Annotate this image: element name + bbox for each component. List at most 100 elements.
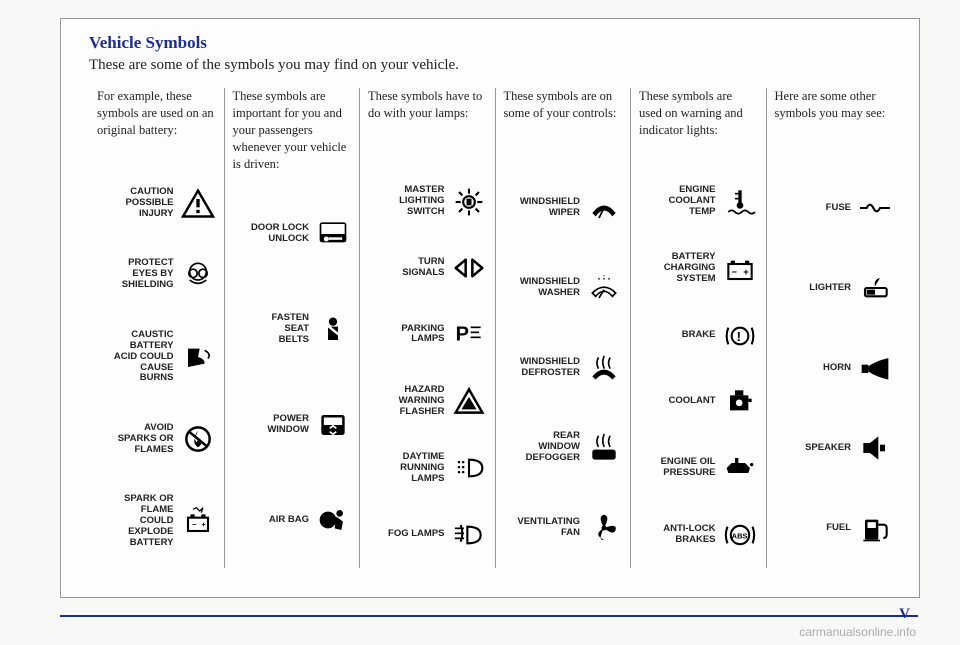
brake-icon: !: [722, 320, 758, 352]
airbag-icon: [315, 504, 351, 536]
watermark: carmanualsonline.info: [799, 625, 916, 639]
washer-icon: [586, 272, 622, 304]
coolanttemp-icon: [722, 186, 758, 218]
symbol-item: CAUTION POSSIBLE INJURY: [97, 187, 216, 220]
columns-container: For example, these symbols are used on a…: [89, 88, 901, 568]
symbol-item: MASTER LIGHTING SWITCH: [368, 185, 487, 218]
lighter-icon: [857, 272, 893, 304]
symbol-label: AIR BAG: [269, 515, 309, 526]
symbol-label: WINDSHIELD WIPER: [520, 197, 580, 219]
defrostfront-icon: [586, 352, 622, 384]
symbol-item: FUSE: [775, 192, 894, 224]
symbol-item: TURN SIGNALS: [368, 252, 487, 284]
symbol-item: AVOID SPARKS OR FLAMES: [97, 423, 216, 456]
coolant-icon: [722, 386, 758, 418]
symbol-item: COOLANT: [639, 386, 758, 418]
symbol-label: FUEL: [826, 523, 851, 534]
svg-text:−: −: [192, 520, 197, 529]
column-heading: Here are some other symbols you may see:: [775, 88, 894, 154]
column-items: FUSE LIGHTER HORN SPEAKER FUEL: [775, 168, 894, 568]
symbol-item: VENTILATING FAN: [504, 512, 623, 544]
speaker-icon: [857, 432, 893, 464]
powerwindow-icon: [315, 409, 351, 441]
abs-icon: ABS: [722, 519, 758, 551]
column: These symbols are important for you and …: [225, 88, 361, 568]
symbol-item: ENGINE OIL PRESSURE: [639, 452, 758, 484]
column-heading: These symbols are on some of your contro…: [504, 88, 623, 154]
symbol-label: SPEAKER: [805, 443, 851, 454]
fan-icon: [586, 512, 622, 544]
symbol-label: POWER WINDOW: [267, 414, 309, 436]
symbol-label: HAZARD WARNING FLASHER: [399, 385, 445, 418]
symbol-label: MASTER LIGHTING SWITCH: [399, 185, 444, 218]
symbol-label: FUSE: [826, 203, 851, 214]
fuel-icon: [857, 512, 893, 544]
column-heading: For example, these symbols are used on a…: [97, 88, 216, 154]
defrostrear-icon: [586, 432, 622, 464]
symbol-label: VENTILATING FAN: [517, 517, 580, 539]
turnsignals-icon: [451, 252, 487, 284]
symbol-item: ENGINE COOLANT TEMP: [639, 185, 758, 218]
symbol-item: DOOR LOCK UNLOCK: [233, 218, 352, 250]
symbol-item: WINDSHIELD DEFROSTER: [504, 352, 623, 384]
wiper-icon: [586, 192, 622, 224]
symbol-label: ENGINE OIL PRESSURE: [661, 457, 716, 479]
svg-text:+: +: [201, 520, 206, 529]
symbol-label: ENGINE COOLANT TEMP: [669, 185, 716, 218]
symbol-label: BRAKE: [682, 330, 716, 341]
goggles-icon: [180, 259, 216, 291]
svg-text:!: !: [736, 329, 740, 344]
symbol-item: CAUSTIC BATTERY ACID COULD CAUSE BURNS: [97, 330, 216, 385]
symbol-label: REAR WINDOW DEFOGGER: [526, 431, 580, 464]
symbol-item: PROTECT EYES BY SHIELDING: [97, 258, 216, 291]
drl-icon: [451, 452, 487, 484]
svg-text:ABS: ABS: [731, 531, 747, 540]
symbol-label: WINDSHIELD DEFROSTER: [520, 357, 580, 379]
column-items: MASTER LIGHTING SWITCH TURN SIGNALS PARKIN…: [368, 168, 487, 568]
batteryspark-icon: −+: [180, 505, 216, 537]
svg-text:−: −: [731, 267, 736, 277]
column-items: CAUTION POSSIBLE INJURY PROTECT EYES BY S…: [97, 168, 216, 568]
svg-text:P: P: [455, 324, 468, 346]
symbol-label: PROTECT EYES BY SHIELDING: [122, 258, 174, 291]
page-number: V: [899, 606, 910, 623]
symbol-label: FOG LAMPS: [388, 529, 444, 540]
seatbelt-icon: [315, 314, 351, 346]
page-frame: Vehicle Symbols These are some of the sy…: [60, 18, 920, 598]
column: These symbols have to do with your lamps…: [360, 88, 496, 568]
symbol-item: WINDSHIELD WIPER: [504, 192, 623, 224]
symbol-label: DOOR LOCK UNLOCK: [251, 223, 309, 245]
doorlock-icon: [315, 218, 351, 250]
noflame-icon: [180, 423, 216, 455]
column: Here are some other symbols you may see:…: [767, 88, 902, 568]
svg-text:+: +: [743, 267, 748, 277]
column: These symbols are used on warning and in…: [631, 88, 767, 568]
symbol-label: PARKING LAMPS: [401, 324, 444, 346]
column-items: DOOR LOCK UNLOCKFASTEN SEAT BELTSPOWER W…: [233, 186, 352, 568]
symbol-label: CAUTION POSSIBLE INJURY: [125, 187, 173, 220]
symbol-item: BRAKE!: [639, 320, 758, 352]
caution-icon: [180, 188, 216, 220]
symbol-item: HORN: [775, 352, 894, 384]
symbol-item: FUEL: [775, 512, 894, 544]
symbol-item: REAR WINDOW DEFOGGER: [504, 431, 623, 464]
column-items: ENGINE COOLANT TEMPBATTERY CHARGING SYST…: [639, 168, 758, 568]
symbol-label: LIGHTER: [809, 283, 851, 294]
parking-icon: P: [451, 318, 487, 350]
symbol-item: DAYTIME RUNNING LAMPS: [368, 452, 487, 485]
symbol-label: WINDSHIELD WASHER: [520, 277, 580, 299]
symbol-item: LIGHTER: [775, 272, 894, 304]
fuse-icon: [857, 192, 893, 224]
symbol-label: CAUSTIC BATTERY ACID COULD CAUSE BURNS: [114, 330, 174, 385]
symbol-item: POWER WINDOW: [233, 409, 352, 441]
symbol-item: SPARK OR FLAME COULD EXPLODE BATTERY−+: [97, 494, 216, 549]
symbol-label: TURN SIGNALS: [402, 257, 444, 279]
symbol-item: AIR BAG: [233, 504, 352, 536]
page-title: Vehicle Symbols: [89, 33, 901, 53]
column: For example, these symbols are used on a…: [89, 88, 225, 568]
symbol-item: ANTI-LOCK BRAKESABS: [639, 519, 758, 551]
symbol-label: AVOID SPARKS OR FLAMES: [118, 423, 174, 456]
footer-rule: [60, 615, 918, 617]
symbol-item: SPEAKER: [775, 432, 894, 464]
symbol-label: HORN: [823, 363, 851, 374]
